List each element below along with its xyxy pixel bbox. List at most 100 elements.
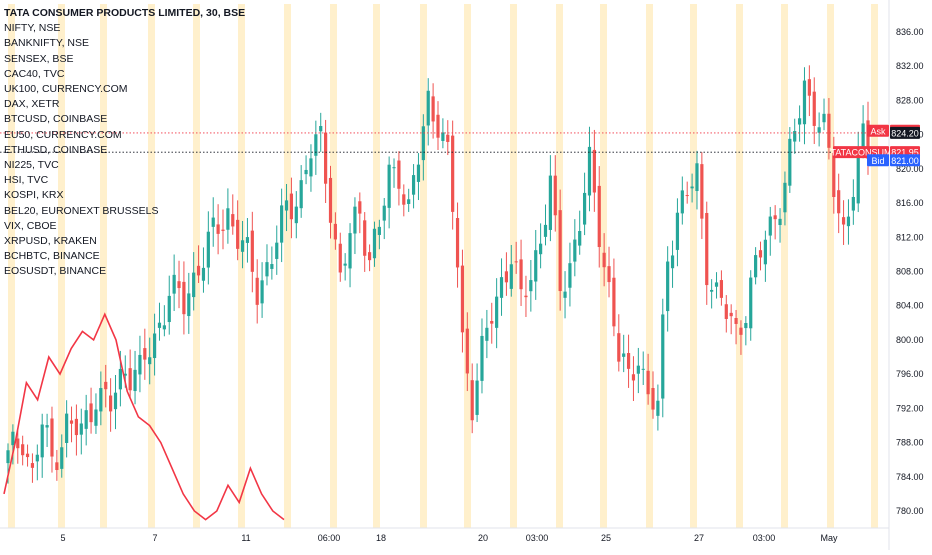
candle-body — [734, 317, 738, 324]
candle-body — [480, 335, 484, 381]
candle-body — [714, 282, 719, 287]
candle-body — [744, 323, 748, 329]
candle-body — [353, 206, 357, 234]
candle-body — [431, 96, 435, 122]
candle-body — [827, 113, 831, 148]
legend-symbol[interactable]: BEL20, EURONEXT BRUSSELS — [4, 204, 159, 217]
candle-body — [856, 149, 860, 204]
candle-body — [35, 454, 39, 462]
candle-body — [514, 261, 518, 263]
session-band — [646, 4, 653, 528]
symbol-legend: TATA CONSUMER PRODUCTS LIMITED, 30, BSE … — [4, 6, 245, 280]
legend-symbol[interactable]: NIFTY, NSE — [4, 22, 61, 35]
price-tick-label: 804.00 — [896, 301, 924, 311]
candle-body — [729, 312, 733, 317]
candle-body — [79, 423, 83, 435]
candle-body — [841, 217, 846, 225]
candle-body — [421, 126, 425, 161]
candle-body — [201, 267, 206, 281]
candle-body — [700, 164, 704, 219]
legend-symbol[interactable]: XRPUSD, KRAKEN — [4, 235, 97, 248]
session-band — [373, 4, 380, 528]
price-lines — [0, 132, 889, 153]
legend-symbol[interactable]: BCHBTC, BINANCE — [4, 250, 100, 263]
legend-symbol[interactable]: EU50, CURRENCY.COM — [4, 128, 122, 141]
candle-body — [314, 134, 318, 156]
legend-symbol[interactable]: BTCUSD, COINBASE — [4, 113, 108, 126]
candle-body — [113, 392, 118, 410]
candle-body — [465, 328, 469, 374]
candle-body — [866, 120, 870, 159]
candle-body — [289, 193, 294, 220]
candle-body — [50, 418, 54, 457]
legend-symbol[interactable]: KOSPI, KRX — [4, 189, 64, 202]
time-tick-label: 7 — [152, 533, 157, 543]
candle-body — [754, 255, 758, 278]
candle-body — [539, 243, 543, 255]
legend-symbol[interactable]: CAC40, TVC — [4, 67, 65, 80]
candle-body — [250, 230, 254, 272]
candle-body — [617, 333, 621, 362]
candle-body — [710, 289, 714, 292]
price-tag-label: TATACONSUM — [831, 148, 892, 158]
candle-body — [299, 180, 303, 209]
candle-body — [705, 212, 709, 286]
candle-body — [196, 265, 201, 276]
legend-symbol[interactable]: UK100, CURRENCY.COM — [4, 83, 128, 96]
session-band — [510, 4, 517, 528]
price-tick-label: 780.00 — [896, 506, 924, 516]
candle-body — [25, 453, 30, 458]
legend-symbol[interactable]: VIX, CBOE — [4, 219, 57, 232]
comparison-line — [3, 312, 285, 521]
candle-body — [182, 281, 186, 315]
candle-body — [284, 200, 289, 211]
candle-body — [460, 265, 465, 333]
candle-body — [553, 175, 557, 216]
legend-symbol[interactable]: ETHUSD, COINBASE — [4, 143, 108, 156]
time-tick-label: 5 — [60, 533, 65, 543]
candle-body — [846, 216, 851, 227]
time-axis[interactable]: 5 7 11 06:00 18 20 03:00 25 27 03:00 May — [0, 527, 889, 543]
candle-body — [636, 365, 640, 374]
candle-body — [333, 223, 337, 240]
time-tick-label: 11 — [241, 533, 250, 543]
candle-body — [822, 113, 826, 123]
candle-body — [338, 243, 342, 273]
candle-body — [416, 164, 421, 182]
candle-body — [670, 255, 675, 269]
candle-body — [441, 132, 445, 141]
candle-body — [157, 322, 162, 328]
session-band — [238, 4, 245, 528]
candle-body — [60, 447, 64, 469]
candle-body — [392, 167, 396, 169]
candle-body — [328, 177, 333, 223]
legend-symbol[interactable]: NI225, TVC — [4, 159, 59, 172]
session-band — [736, 4, 743, 528]
candle-body — [548, 175, 552, 230]
session-band — [871, 4, 878, 528]
candle-body — [446, 134, 450, 142]
legend-symbol[interactable]: DAX, XETR — [4, 98, 60, 111]
time-tick-label: 25 — [601, 533, 611, 543]
candle-body — [377, 226, 381, 235]
candle-body — [177, 281, 181, 289]
candle-body — [236, 219, 240, 249]
price-tag-value: 821.95 — [891, 148, 919, 158]
candle-body — [99, 388, 103, 412]
price-axis[interactable]: 780.00 784.00 788.00 792.00 796.00 800.00 804.… — [888, 0, 924, 550]
candle-body — [172, 274, 176, 294]
candle-body — [304, 169, 308, 175]
legend-symbol[interactable]: HSI, TVC — [4, 174, 49, 187]
time-tick-label: 27 — [694, 533, 704, 543]
candle-body — [309, 158, 313, 177]
legend-symbol[interactable]: SENSEX, BSE — [4, 52, 74, 65]
candle-body — [509, 264, 513, 289]
legend-title[interactable]: TATA CONSUMER PRODUCTS LIMITED, 30, BSE — [4, 7, 246, 19]
candle-body — [255, 277, 259, 305]
candle-body — [426, 90, 430, 126]
legend-symbol[interactable]: EOSUSDT, BINANCE — [4, 265, 107, 278]
legend-symbol[interactable]: BANKNIFTY, NSE — [4, 37, 89, 50]
candle-body — [343, 263, 347, 266]
candle-body — [402, 194, 406, 205]
